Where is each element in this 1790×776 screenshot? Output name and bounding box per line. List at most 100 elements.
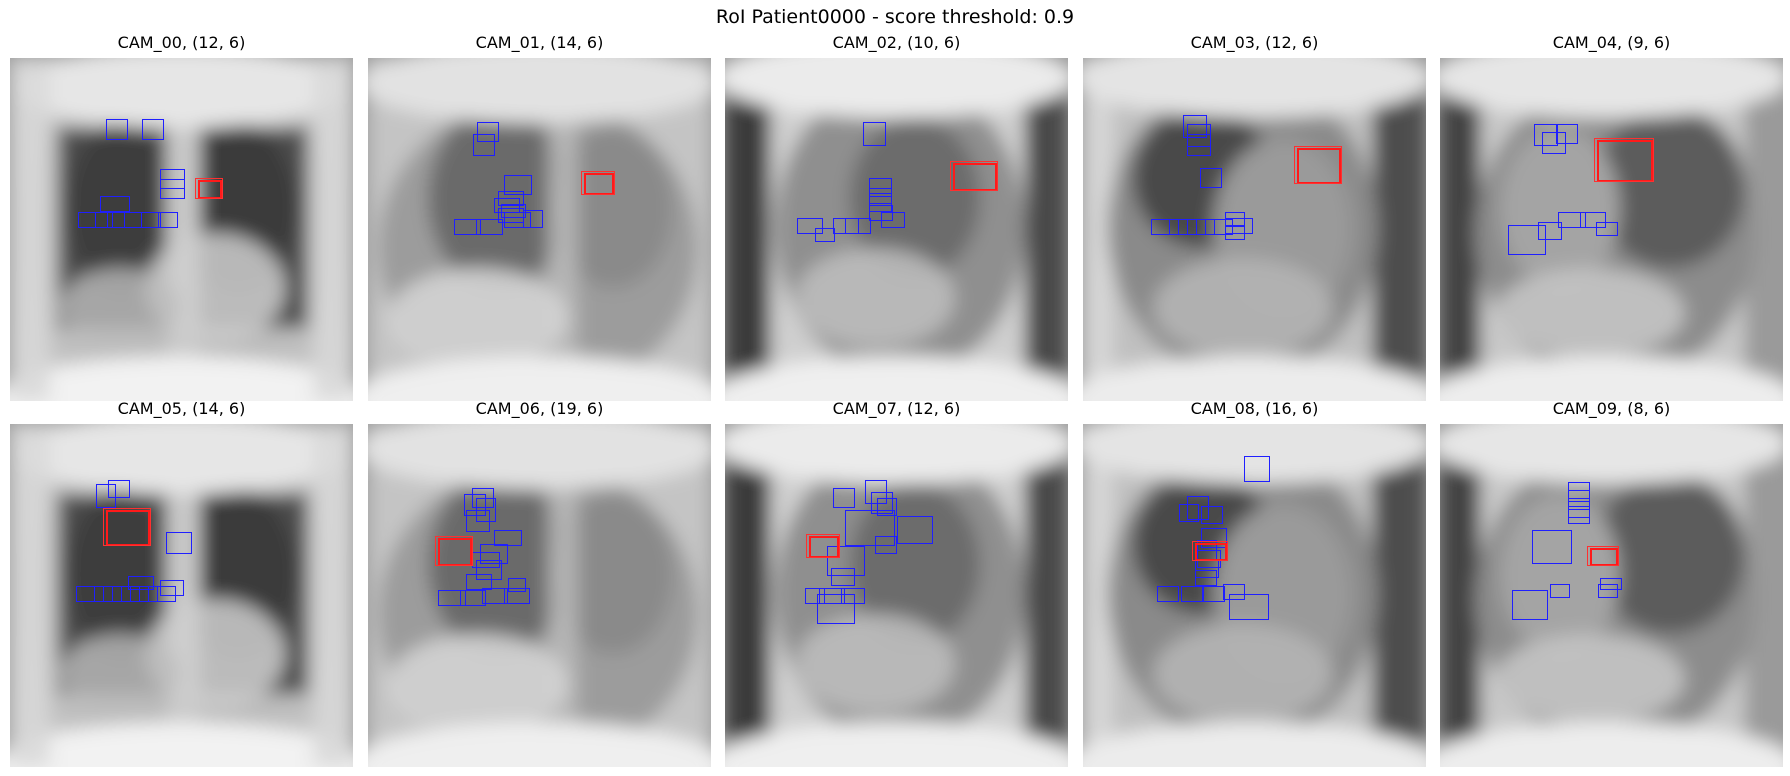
panel-title: CAM_00, (12, 6): [117, 33, 246, 52]
detection-box: [158, 212, 178, 228]
detection-box: [877, 498, 897, 516]
detection-box: [817, 594, 855, 624]
panel-title: CAM_06, (19, 6): [475, 399, 604, 418]
detection-box: [1195, 570, 1217, 586]
detection-box: [1187, 219, 1215, 235]
camera-panel-cam-00: CAM_00, (12, 6): [10, 33, 353, 401]
detection-box: [1600, 578, 1622, 590]
detection-box: [480, 544, 508, 564]
detection-box: [76, 586, 104, 602]
detection-box: [841, 588, 865, 604]
xray-image: [368, 58, 711, 401]
roi-box: [1587, 546, 1619, 566]
detection-box: [523, 210, 543, 228]
panel-title: CAM_04, (9, 6): [1552, 33, 1671, 52]
xray-image: [10, 58, 353, 401]
panel-title: CAM_08, (16, 6): [1190, 399, 1319, 418]
detection-box: [875, 536, 897, 554]
detection-box: [100, 196, 130, 212]
detection-box: [1203, 586, 1225, 602]
detection-box: [881, 212, 905, 228]
roi-box: [435, 536, 473, 566]
xray-image: [10, 424, 353, 767]
detection-box: [863, 122, 886, 146]
detection-box: [477, 122, 499, 142]
roi-box: [1192, 541, 1228, 561]
detection-box: [1181, 586, 1203, 602]
detection-box: [1169, 219, 1197, 235]
detection-box: [1201, 528, 1227, 548]
detection-box: [869, 178, 892, 194]
detection-box: [805, 588, 825, 604]
detection-box: [1187, 134, 1211, 156]
detection-box: [482, 588, 508, 604]
detection-box: [106, 119, 128, 140]
detection-box: [1532, 530, 1572, 564]
detection-box: [845, 218, 871, 234]
detection-box: [466, 510, 490, 532]
panel-title: CAM_02, (10, 6): [832, 33, 961, 52]
detection-box: [833, 488, 855, 508]
detection-box: [869, 196, 892, 212]
detection-box: [1205, 219, 1233, 235]
detection-box: [454, 219, 481, 235]
detection-box: [1598, 584, 1618, 598]
detection-box: [1558, 212, 1586, 228]
detection-box: [95, 212, 125, 228]
detection-box: [160, 179, 185, 199]
detection-box: [797, 218, 823, 234]
detection-box: [438, 590, 466, 606]
xray-image: [1083, 58, 1426, 401]
detection-box: [1229, 594, 1269, 620]
detection-box: [501, 204, 526, 218]
detection-box: [108, 480, 130, 498]
detection-box: [128, 576, 154, 590]
detection-box: [508, 578, 526, 592]
xray-image: [725, 424, 1068, 767]
camera-panel-cam-07: CAM_07, (12, 6): [725, 399, 1068, 767]
camera-panel-cam-01: CAM_01, (14, 6): [368, 33, 711, 401]
detection-box: [112, 212, 142, 228]
roi-box: [195, 178, 223, 199]
detection-box: [1225, 226, 1245, 240]
detection-box: [1200, 168, 1222, 188]
detection-box: [815, 228, 835, 242]
detection-box: [130, 586, 158, 602]
detection-box: [1538, 222, 1562, 240]
detection-box: [473, 134, 495, 156]
camera-panel-cam-08: CAM_08, (16, 6): [1083, 399, 1426, 767]
roi-box: [806, 534, 840, 558]
detection-box: [871, 492, 893, 514]
detection-box: [1580, 212, 1606, 228]
detection-box: [148, 586, 176, 602]
figure-title: RoI Patient0000 - score threshold: 0.9: [715, 6, 1075, 28]
detection-box: [1512, 590, 1548, 620]
roi-box: [1594, 138, 1654, 182]
panel-title: CAM_09, (8, 6): [1552, 399, 1671, 418]
detection-box: [1183, 115, 1207, 138]
detection-box: [1157, 586, 1179, 602]
detection-box: [1568, 506, 1590, 524]
roi-box: [950, 161, 998, 191]
detection-box: [1179, 504, 1199, 522]
detection-box: [460, 590, 486, 606]
detection-box: [466, 574, 492, 590]
roi-box: [103, 508, 151, 546]
detection-box: [142, 119, 164, 140]
detection-box: [476, 560, 502, 580]
detection-box: [112, 586, 140, 602]
detection-box: [845, 510, 895, 546]
camera-panel-cam-06: CAM_06, (19, 6): [368, 399, 711, 767]
xray-image: [1083, 424, 1426, 767]
detection-box: [1151, 219, 1179, 235]
detection-box: [1244, 456, 1270, 482]
camera-panel-cam-05: CAM_05, (14, 6): [10, 399, 353, 767]
detection-box: [464, 494, 486, 516]
detection-box: [1201, 506, 1223, 524]
camera-panel-cam-02: CAM_02, (10, 6): [725, 33, 1068, 401]
detection-box: [1550, 584, 1570, 598]
detection-box: [494, 530, 522, 546]
xray-image: [368, 424, 711, 767]
detection-box: [1556, 124, 1578, 144]
detection-box: [78, 212, 108, 228]
